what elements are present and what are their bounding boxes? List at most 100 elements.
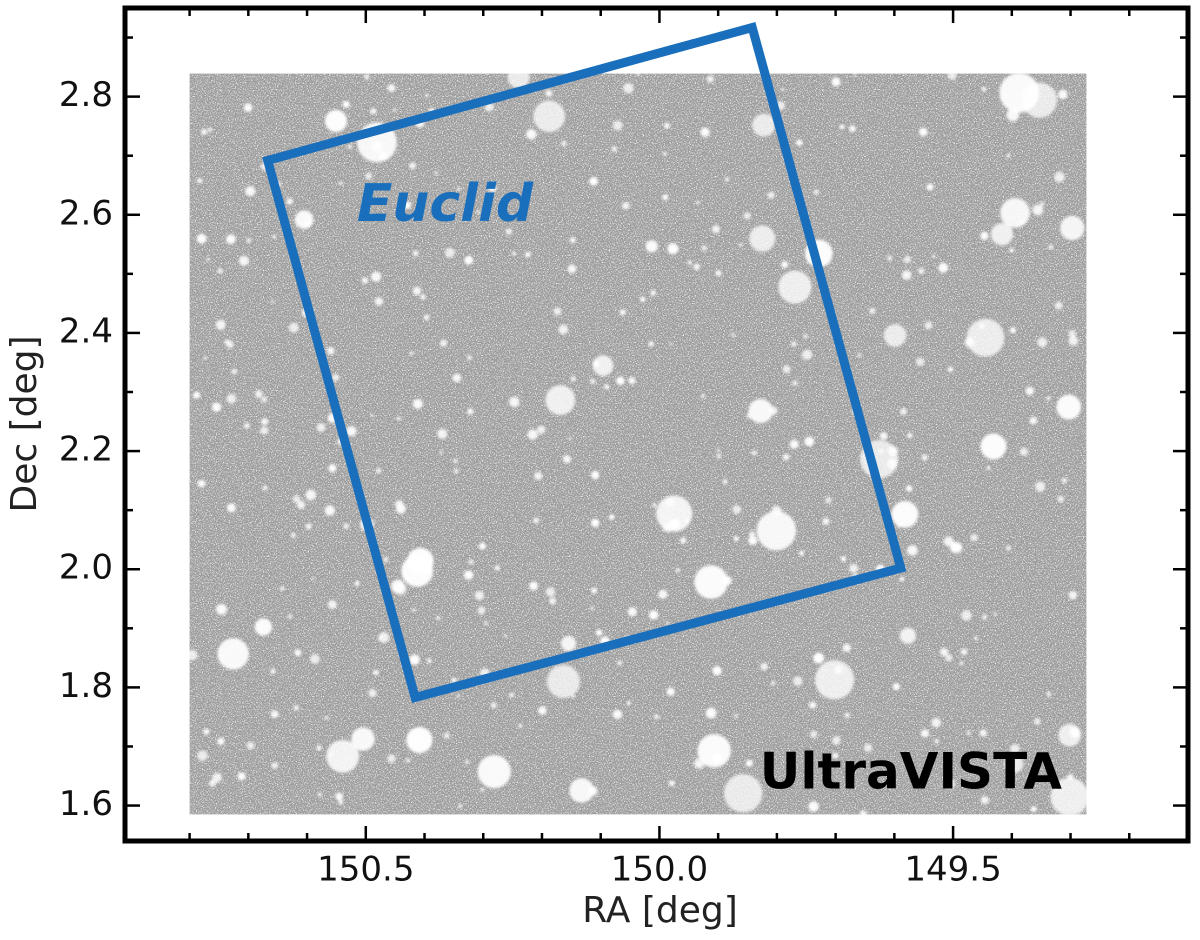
source (792, 380, 798, 386)
source (378, 632, 390, 643)
source (294, 649, 302, 657)
source (197, 750, 208, 761)
source (477, 755, 511, 789)
source (339, 181, 343, 186)
source (931, 717, 942, 728)
source (534, 471, 543, 481)
source (748, 398, 773, 424)
source (272, 234, 277, 239)
source (798, 550, 805, 556)
source (452, 373, 462, 383)
source (503, 634, 508, 638)
source (567, 264, 577, 274)
source (903, 255, 912, 264)
source (663, 122, 670, 129)
source (892, 683, 900, 691)
source (464, 255, 474, 265)
source (970, 534, 978, 542)
source (869, 307, 876, 315)
source (700, 394, 706, 399)
source (464, 759, 470, 765)
source (1058, 723, 1082, 747)
footprint (262, 21, 907, 703)
source (326, 739, 360, 773)
source (1030, 806, 1037, 813)
source (538, 706, 547, 715)
source (203, 356, 207, 361)
source (814, 660, 855, 700)
source (960, 661, 964, 665)
source (628, 377, 636, 385)
source (592, 355, 614, 376)
source (548, 597, 557, 605)
source (803, 333, 808, 339)
source (796, 139, 803, 146)
source (1061, 477, 1068, 484)
source (1068, 590, 1078, 600)
source (832, 736, 841, 745)
source (569, 237, 576, 244)
source (412, 286, 422, 296)
source (1068, 336, 1079, 346)
source (680, 537, 687, 544)
source (900, 408, 907, 416)
source (960, 648, 968, 656)
source (700, 127, 710, 137)
source (412, 250, 419, 257)
source (640, 296, 646, 303)
source (712, 666, 722, 676)
source (351, 727, 375, 751)
y-tick-label: 2.8 (59, 75, 113, 115)
source (474, 590, 485, 601)
source (409, 351, 414, 356)
source (409, 654, 420, 665)
source (217, 638, 249, 670)
source (1006, 153, 1011, 158)
source (591, 587, 597, 594)
source (1003, 753, 1024, 774)
footprint-label: Euclid (357, 174, 534, 234)
source (705, 707, 717, 719)
source (1006, 108, 1020, 122)
source (940, 647, 949, 657)
source (839, 124, 845, 130)
source (226, 234, 236, 245)
source (279, 586, 285, 591)
x-tick-label: 150.5 (317, 850, 414, 890)
source (993, 612, 997, 616)
y-axis-label: Dec [deg] (4, 335, 45, 512)
source (734, 713, 739, 718)
source (439, 339, 448, 347)
source (444, 247, 455, 258)
source (768, 406, 778, 416)
source (316, 745, 322, 751)
source (907, 545, 918, 556)
source (979, 323, 985, 330)
source (405, 758, 411, 763)
source (901, 270, 912, 280)
source (217, 267, 224, 274)
source (627, 607, 637, 617)
source (926, 183, 934, 191)
source (1025, 386, 1035, 396)
source (568, 437, 572, 441)
source (270, 668, 276, 674)
source (434, 171, 438, 175)
source (1039, 201, 1045, 207)
source (271, 762, 279, 770)
source (327, 600, 337, 609)
source (206, 257, 210, 262)
source (437, 428, 448, 440)
source (906, 432, 913, 439)
source (722, 479, 728, 485)
source (961, 610, 972, 621)
source (626, 700, 631, 706)
source (387, 754, 396, 763)
source (463, 570, 474, 580)
source (1050, 777, 1087, 815)
source (401, 555, 434, 587)
source (443, 732, 450, 739)
source (403, 201, 412, 210)
source (1046, 691, 1052, 697)
source (715, 270, 722, 277)
